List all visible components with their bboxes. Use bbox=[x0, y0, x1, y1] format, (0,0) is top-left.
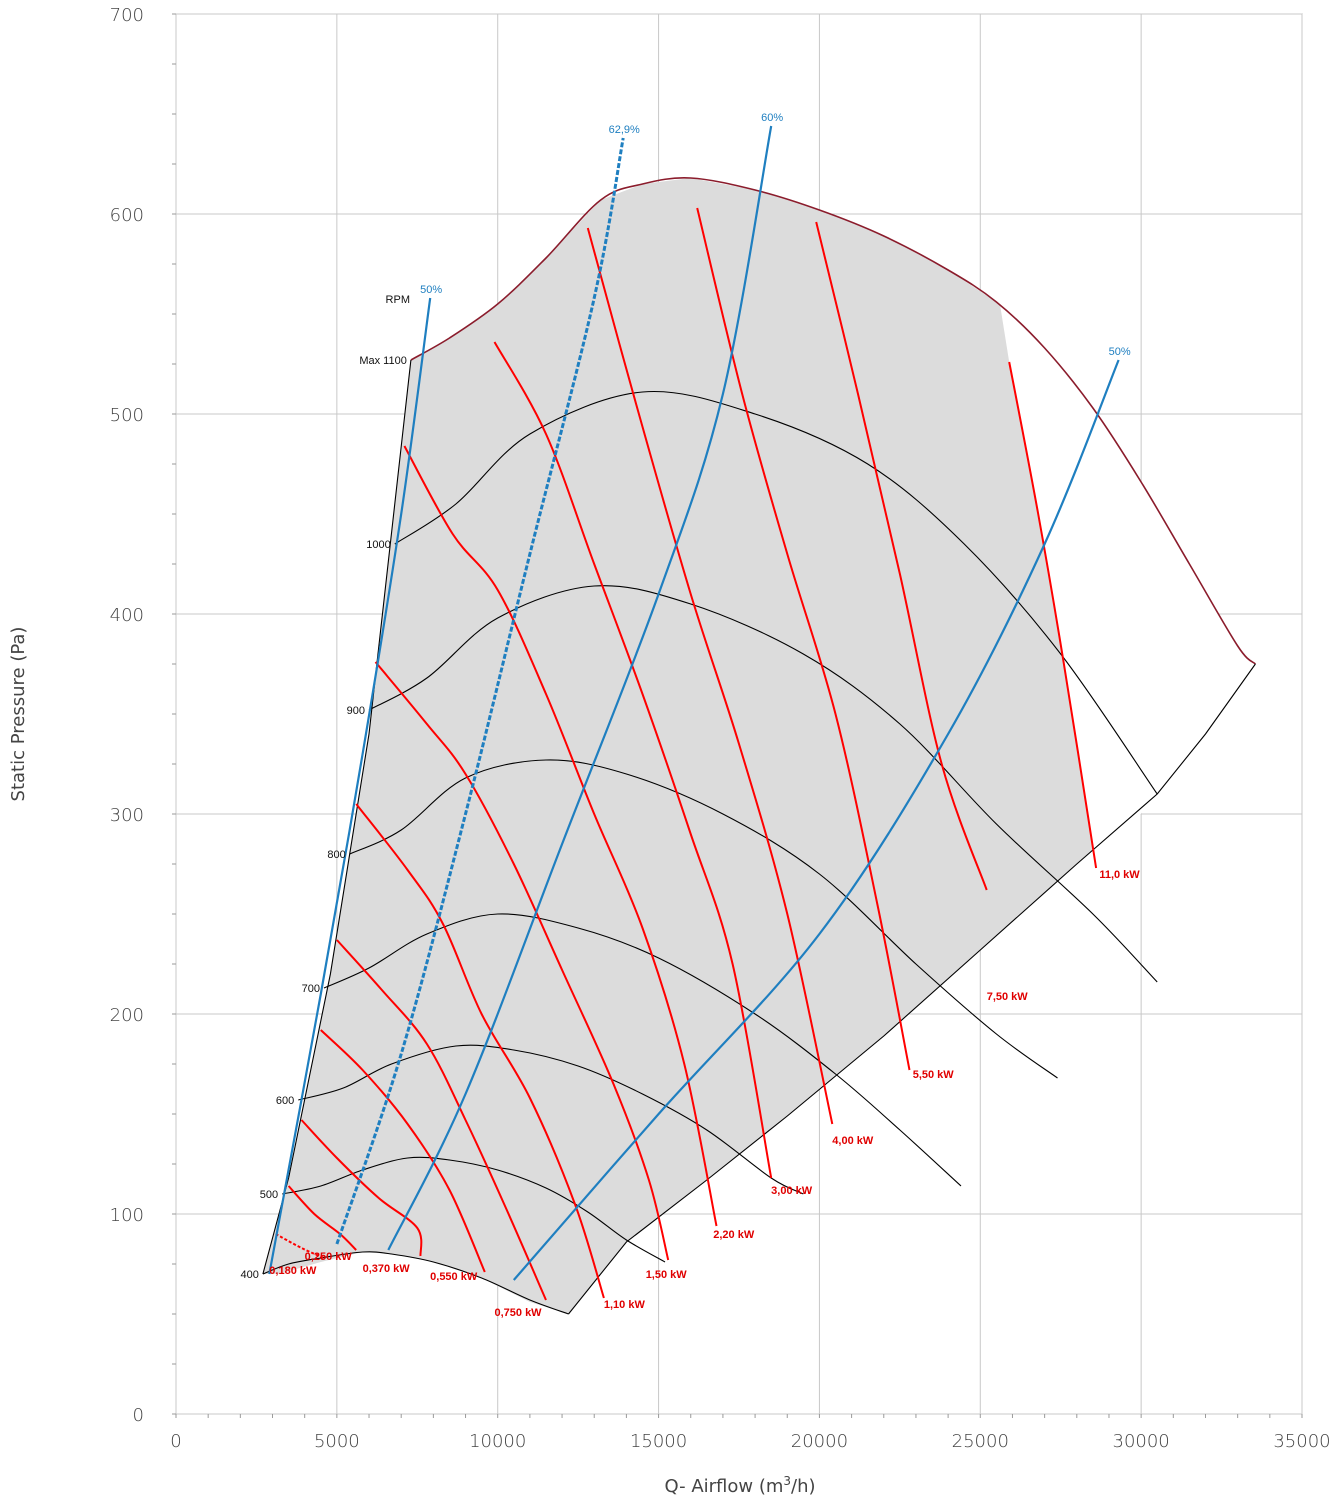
power-curve-label: 4,00 kW bbox=[832, 1135, 874, 1147]
x-tick-label: 20000 bbox=[791, 1431, 848, 1452]
y-axis-title: Static Pressure (Pa) bbox=[8, 627, 29, 802]
x-tick-label: 5000 bbox=[314, 1431, 360, 1452]
y-tick-label: 0 bbox=[133, 1405, 144, 1426]
rpm-header-label: RPM bbox=[386, 294, 410, 306]
power-curve bbox=[586, 227, 834, 1125]
rpm-curve bbox=[349, 759, 1058, 1079]
power-curve bbox=[815, 221, 988, 891]
x-tick-label: 15000 bbox=[630, 1431, 687, 1452]
rpm-curve-label: 900 bbox=[347, 705, 365, 717]
power-curve-label: 3,00 kW bbox=[771, 1185, 813, 1197]
x-tick-label: 35000 bbox=[1273, 1431, 1330, 1452]
power-curve-label: 0,180 kW bbox=[269, 1265, 317, 1277]
power-curve bbox=[300, 1119, 423, 1257]
efficiency-curve bbox=[512, 359, 1120, 1281]
rpm-curve bbox=[323, 913, 962, 1187]
power-curve-label: 0,370 kW bbox=[363, 1263, 411, 1275]
power-curve bbox=[355, 803, 605, 1299]
curve-labels: 400 500 600 700 800 900 1000 Max 1100 0,180 kW 0,… bbox=[241, 112, 1141, 1319]
power-curve bbox=[493, 341, 773, 1179]
efficiency-curves bbox=[268, 125, 1120, 1281]
efficiency-curve-label: 50% bbox=[420, 284, 442, 296]
rpm-curve bbox=[410, 177, 1256, 665]
y-tick-label: 400 bbox=[110, 605, 144, 626]
efficiency-curve bbox=[387, 125, 773, 1251]
operating-area bbox=[262, 178, 1256, 1314]
efficiency-curve bbox=[268, 297, 432, 1275]
y-tick-label: 200 bbox=[110, 1005, 144, 1026]
power-curve bbox=[336, 939, 547, 1301]
efficiency-curve bbox=[335, 137, 625, 1245]
efficiency-curve-label: 50% bbox=[1109, 346, 1131, 358]
rpm-curve-label: 800 bbox=[327, 849, 345, 861]
rpm-curve bbox=[394, 390, 1158, 795]
power-curve bbox=[1008, 361, 1098, 869]
power-curve-label: 0,550 kW bbox=[430, 1271, 478, 1283]
rpm-curve-label: 500 bbox=[260, 1189, 278, 1201]
right-boundary bbox=[568, 663, 1256, 1315]
power-curve bbox=[287, 1185, 357, 1251]
power-curve bbox=[696, 207, 911, 1071]
rpm-curve-label: 1000 bbox=[366, 539, 390, 551]
rpm-curve bbox=[262, 1251, 569, 1315]
power-curves bbox=[275, 207, 1098, 1301]
power-curve-label: 7,50 kW bbox=[987, 991, 1029, 1003]
operating-area-fill bbox=[262, 178, 1256, 1314]
rpm-curve-label: 400 bbox=[241, 1269, 259, 1281]
power-curve-label: 2,20 kW bbox=[713, 1229, 755, 1241]
power-curve-label: 1,50 kW bbox=[646, 1269, 688, 1281]
x-axis-title: Q- Airflow (m3/h) bbox=[664, 1474, 815, 1497]
power-curve bbox=[275, 1233, 325, 1259]
x-tick-label: 30000 bbox=[1113, 1431, 1170, 1452]
y-tick-label: 500 bbox=[110, 405, 144, 426]
y-tick-label: 100 bbox=[110, 1205, 144, 1226]
y-tick-label: 700 bbox=[110, 5, 144, 26]
rpm-curve-label: 700 bbox=[302, 983, 320, 995]
power-curve-label: 1,10 kW bbox=[604, 1299, 646, 1311]
rpm-curve bbox=[298, 1044, 804, 1195]
efficiency-curve-label: 62,9% bbox=[609, 124, 640, 136]
power-curve bbox=[403, 445, 718, 1227]
rpm-curve-label: 600 bbox=[276, 1095, 294, 1107]
rpm-curve bbox=[368, 585, 1158, 983]
y-tick-label: 600 bbox=[110, 205, 144, 226]
power-curve bbox=[374, 661, 670, 1261]
non-operating-area bbox=[999, 302, 1256, 868]
rpm-curves bbox=[262, 177, 1256, 1315]
x-tick-label: 0 bbox=[170, 1431, 181, 1452]
rpm-curve bbox=[282, 1156, 666, 1263]
x-tick-label: 10000 bbox=[469, 1431, 526, 1452]
power-curve-label: 5,50 kW bbox=[913, 1069, 955, 1081]
axis-ticks: 0 5000 10000 15000 20000 25000 30000 35000 0 100 2… bbox=[110, 5, 1331, 1452]
power-curve-label: 11,0 kW bbox=[1099, 869, 1140, 881]
power-curve-label: 0,250 kW bbox=[305, 1251, 353, 1263]
y-tick-label: 300 bbox=[110, 805, 144, 826]
x-tick-label: 25000 bbox=[952, 1431, 1009, 1452]
power-curve bbox=[320, 1029, 486, 1273]
rpm-curve-label: Max 1100 bbox=[359, 355, 407, 367]
power-curve-label: 0,750 kW bbox=[494, 1307, 542, 1319]
efficiency-curve-label: 60% bbox=[761, 112, 783, 124]
